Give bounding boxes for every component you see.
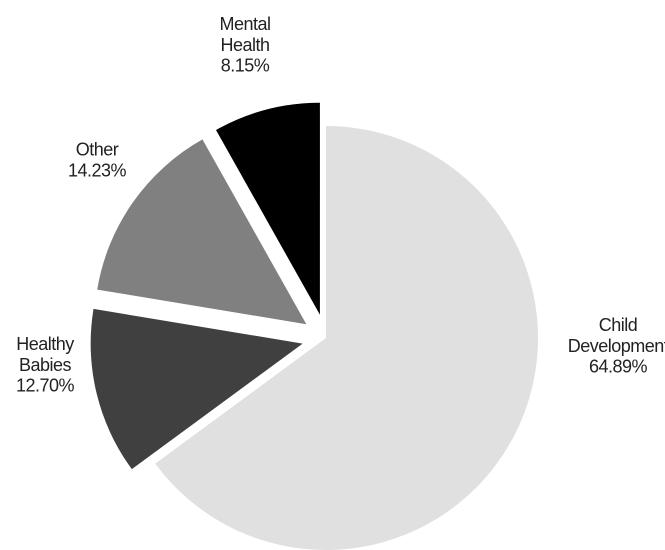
slice-label: Healthy Babies — [16, 334, 74, 375]
slice-value: 12.70% — [15, 375, 75, 396]
pie-slice — [97, 139, 307, 325]
slice-label: Mental Health — [219, 14, 271, 55]
slice-value: 8.15% — [220, 55, 270, 76]
slice-label: Child Development — [567, 315, 665, 356]
pie-slice — [216, 102, 320, 315]
slice-value: 14.23% — [67, 160, 127, 180]
pie-slice — [90, 308, 303, 470]
pie-slice — [155, 126, 538, 550]
slice-value: 64.89% — [588, 356, 648, 377]
slice-label: Other — [75, 139, 119, 160]
